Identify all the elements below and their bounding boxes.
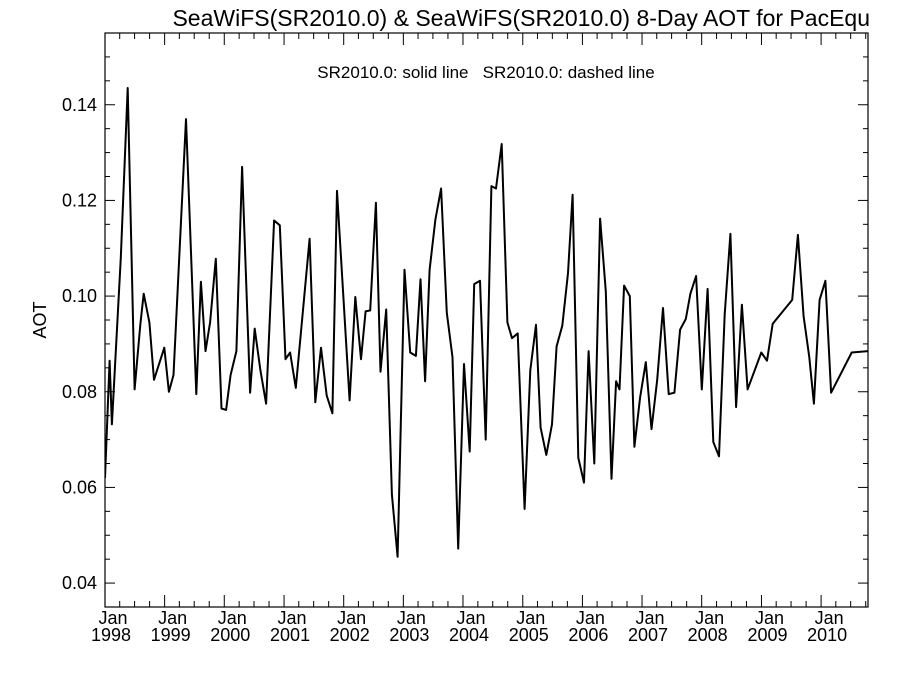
x-tick-year: 1999: [151, 625, 191, 645]
x-tick-month: Jan: [815, 608, 844, 628]
x-tick-year: 2007: [628, 625, 668, 645]
y-tick-label: 0.14: [62, 95, 97, 115]
axis-ticks: [104, 32, 868, 608]
x-tick-month: Jan: [98, 608, 127, 628]
x-tick-month: Jan: [337, 608, 366, 628]
x-tick-month: Jan: [278, 608, 307, 628]
x-tick-year: 2002: [330, 625, 370, 645]
y-tick-label: 0.10: [62, 286, 97, 306]
x-tick-year: 1998: [91, 625, 131, 645]
aot-series-line-solid: [105, 87, 868, 558]
x-tick-year: 2000: [210, 625, 250, 645]
y-tick-label: 0.04: [62, 573, 97, 593]
x-tick-month: Jan: [397, 608, 426, 628]
line-style-annotation: SR2010.0: solid line SR2010.0: dashed li…: [317, 63, 654, 82]
x-tick-month: Jan: [636, 608, 665, 628]
y-axis-label: AOT: [30, 301, 50, 338]
y-tick-label: 0.08: [62, 382, 97, 402]
x-tick-year: 2008: [688, 625, 728, 645]
x-tick-month: Jan: [695, 608, 724, 628]
x-tick-year: 2004: [449, 625, 489, 645]
y-tick-label: 0.06: [62, 477, 97, 497]
chart-title: SeaWiFS(SR2010.0) & SeaWiFS(SR2010.0) 8-…: [172, 5, 870, 31]
x-tick-month: Jan: [755, 608, 784, 628]
x-tick-month: Jan: [456, 608, 485, 628]
x-tick-month: Jan: [218, 608, 247, 628]
x-tick-year: 2005: [509, 625, 549, 645]
x-tick-year: 2003: [389, 625, 429, 645]
x-tick-year: 2009: [747, 625, 787, 645]
x-tick-month: Jan: [516, 608, 545, 628]
plot-frame: [104, 32, 869, 608]
x-tick-month: Jan: [576, 608, 605, 628]
x-tick-month: Jan: [158, 608, 187, 628]
y-tick-label: 0.12: [62, 190, 97, 210]
x-tick-year: 2001: [270, 625, 310, 645]
axis-tick-labels: 0.040.060.080.100.120.14Jan1998Jan1999Ja…: [62, 95, 847, 645]
series-group: [105, 87, 868, 558]
x-tick-year: 2006: [568, 625, 608, 645]
x-tick-year: 2010: [807, 625, 847, 645]
